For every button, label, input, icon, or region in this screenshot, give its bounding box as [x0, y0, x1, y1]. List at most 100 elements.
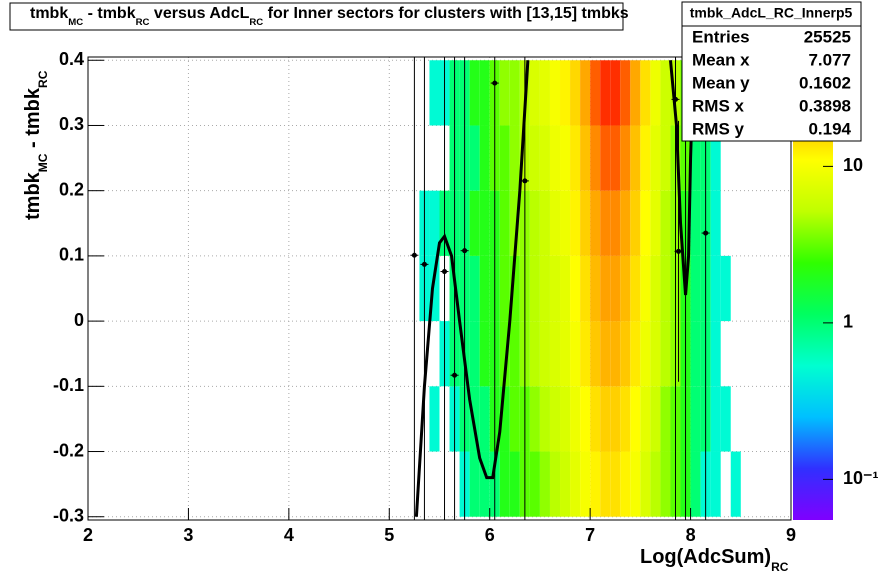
- heat-cell: [479, 321, 490, 387]
- heat-cell: [590, 60, 601, 126]
- heat-cell: [690, 321, 701, 387]
- plot-frame: [87, 56, 792, 521]
- label-part: Log(AdcSum): [640, 546, 771, 568]
- z-tick-label: 1: [843, 312, 853, 332]
- heat-cell: [610, 386, 621, 452]
- heat-cell: [640, 386, 651, 452]
- subscript: MC: [68, 17, 83, 28]
- heat-cell: [509, 190, 520, 256]
- label-part: tmbk: [30, 5, 68, 22]
- heat-cell: [429, 255, 440, 322]
- title: tmbkMC - tmbkRC versus AdcLRC for Inner …: [30, 5, 629, 27]
- heat-cell: [620, 60, 631, 126]
- heat-cell: [630, 321, 641, 387]
- label-part: tmbk: [22, 171, 44, 220]
- heat-cell: [600, 125, 611, 191]
- heat-cell: [630, 451, 641, 517]
- heat-cell: [600, 60, 611, 126]
- stats-value: 7.077: [808, 50, 851, 69]
- heat-cell: [529, 321, 540, 387]
- heat-cell: [549, 321, 561, 387]
- heat-cell: [650, 386, 661, 452]
- subscript: RC: [249, 17, 263, 28]
- heat-cell: [690, 125, 701, 191]
- x-label: Log(AdcSum)RC: [640, 546, 789, 574]
- heat-cell: [499, 255, 510, 322]
- heat-cell: [610, 451, 621, 517]
- stats-value: 25525: [804, 27, 851, 46]
- heat-cell: [539, 125, 550, 191]
- heat-cell: [479, 255, 490, 322]
- heat-cell: [660, 125, 671, 191]
- heat-cell: [620, 451, 631, 517]
- heat-cell: [710, 386, 721, 452]
- heat-cell: [499, 190, 510, 256]
- heat-cell: [529, 386, 540, 452]
- heat-cell: [570, 386, 581, 452]
- y-tick-label: 0.4: [59, 49, 84, 69]
- heat-cell: [509, 255, 520, 322]
- label-part: - tmbk: [83, 5, 136, 22]
- heat-cell: [560, 321, 571, 387]
- y-label: tmbkMC - tmbkRC: [22, 70, 50, 220]
- stats-title: tmbk_AdcL_RC_Innerp5: [690, 5, 853, 21]
- subscript: RC: [36, 70, 50, 88]
- heat-cell: [720, 386, 731, 452]
- subscript: RC: [136, 17, 150, 28]
- heat-cell: [499, 60, 510, 126]
- stats-label: Entries: [692, 27, 750, 46]
- heat-cell: [560, 255, 571, 322]
- heat-cell: [580, 255, 591, 322]
- heat-cell: [650, 190, 661, 256]
- heat-cell: [690, 451, 701, 517]
- heat-cell: [429, 190, 440, 256]
- heat-cell: [690, 190, 701, 256]
- heat-cell: [640, 190, 651, 256]
- stats-box: [681, 1, 862, 142]
- heat-cell: [499, 386, 510, 452]
- heat-cell: [549, 190, 561, 256]
- heat-cell: [640, 255, 651, 322]
- label-part: for Inner sectors for clusters with [13,…: [263, 5, 629, 22]
- heat-cell: [710, 125, 721, 191]
- heat-cell: [549, 60, 561, 126]
- subscript: RC: [771, 560, 789, 574]
- y-tick-label: -0.3: [53, 505, 84, 525]
- heat-cell: [660, 386, 671, 452]
- heat-cell: [539, 451, 550, 517]
- x-tick-label: 8: [686, 525, 696, 545]
- heat-cell: [610, 190, 621, 256]
- heat-cell: [549, 255, 561, 322]
- heat-cell: [469, 125, 480, 191]
- heat-cell: [509, 60, 520, 126]
- heat-cell: [590, 190, 601, 256]
- heat-cell: [570, 255, 581, 322]
- heat-cell: [600, 321, 611, 387]
- heat-cell: [610, 255, 621, 322]
- heat-cell: [610, 321, 621, 387]
- heat-cell: [529, 255, 540, 322]
- heat-cell: [620, 386, 631, 452]
- heat-cell: [570, 125, 581, 191]
- heat-cell: [469, 386, 480, 452]
- heat-cell: [560, 125, 571, 191]
- heat-cell: [660, 451, 671, 517]
- heat-cell: [650, 125, 661, 191]
- heat-cell: [580, 60, 591, 126]
- heat-cell: [560, 451, 571, 517]
- heat-cell: [539, 386, 550, 452]
- heat-cell: [660, 255, 671, 322]
- heat-cell: [570, 190, 581, 256]
- heat-cell: [529, 451, 540, 517]
- heat-cell: [590, 451, 601, 517]
- heat-cell: [690, 255, 701, 322]
- heat-cell: [539, 190, 550, 256]
- y-tick-label: -0.1: [53, 375, 84, 395]
- heat-cell: [560, 60, 571, 126]
- heat-cell: [509, 125, 520, 191]
- heat-cell: [580, 386, 591, 452]
- heat-cell: [529, 190, 540, 256]
- y-tick-label: 0: [74, 310, 84, 330]
- heat-cell: [610, 125, 621, 191]
- heat-cell: [429, 386, 440, 452]
